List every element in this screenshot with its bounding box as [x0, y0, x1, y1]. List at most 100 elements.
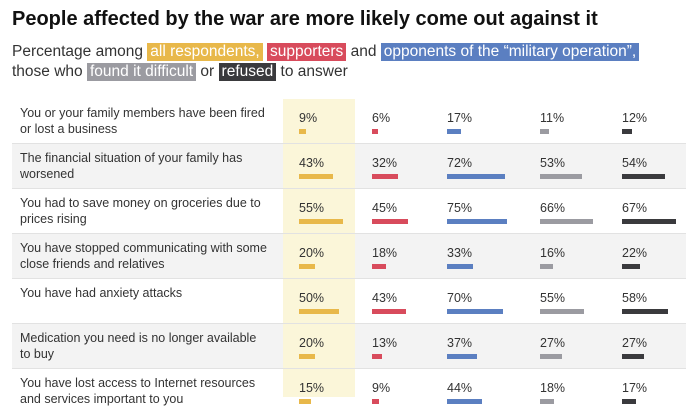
value-label: 54%	[622, 156, 648, 170]
value-label: 33%	[447, 246, 473, 260]
value-label: 18%	[372, 246, 398, 260]
bar-supporters	[372, 309, 407, 314]
value-cell-refused: 27%	[622, 336, 647, 364]
subtitle-prefix: Percentage among	[12, 43, 143, 60]
value-cell-refused: 54%	[622, 156, 666, 184]
row-shading	[12, 144, 283, 188]
value-cell-difficult: 66%	[540, 201, 593, 229]
value-cell-opponents: 44%	[447, 381, 483, 407]
value-label: 43%	[299, 156, 325, 170]
value-cell-difficult: 53%	[540, 156, 583, 184]
value-label: 75%	[447, 201, 473, 215]
value-cell-supporters: 43%	[372, 291, 407, 319]
value-cell-supporters: 13%	[372, 336, 397, 364]
value-label: 11%	[540, 111, 565, 125]
row-shading	[12, 234, 283, 278]
value-cell-supporters: 18%	[372, 246, 397, 274]
table-row: You have had anxiety attacks 50% 43% 70% 55%…	[12, 279, 686, 324]
value-cell-refused: 17%	[622, 381, 647, 407]
value-label: 17%	[447, 111, 473, 125]
bar-all	[299, 309, 339, 314]
bar-refused	[622, 264, 640, 269]
value-cell-supporters: 45%	[372, 201, 408, 229]
value-cell-all: 20%	[299, 336, 324, 364]
value-label: 27%	[622, 336, 648, 350]
legend-opponents: opponents of the “military operation”,	[380, 43, 640, 61]
bar-refused	[622, 399, 636, 404]
bar-supporters	[372, 354, 383, 359]
value-label: 37%	[447, 336, 473, 350]
value-cell-all: 9%	[299, 111, 317, 139]
value-label: 16%	[540, 246, 566, 260]
value-cell-opponents: 33%	[447, 246, 474, 274]
value-label: 15%	[299, 381, 325, 395]
value-cell-refused: 58%	[622, 291, 669, 319]
bar-opponents	[447, 219, 507, 224]
bar-all	[299, 399, 311, 404]
subtitle-or: or	[200, 63, 215, 80]
value-cell-opponents: 70%	[447, 291, 503, 319]
value-label: 13%	[372, 336, 398, 350]
bar-opponents	[447, 354, 477, 359]
bar-all	[299, 129, 307, 134]
value-cell-difficult: 11%	[540, 111, 564, 139]
value-cell-difficult: 16%	[540, 246, 565, 274]
bar-refused	[622, 309, 669, 314]
bar-difficult	[540, 399, 555, 404]
bar-opponents	[447, 264, 474, 269]
data-table: You or your family members have been fir…	[12, 99, 686, 407]
value-label: 67%	[622, 201, 648, 215]
bar-difficult	[540, 309, 584, 314]
bar-supporters	[372, 264, 387, 269]
value-cell-opponents: 72%	[447, 156, 505, 184]
value-label: 18%	[540, 381, 566, 395]
value-cell-opponents: 75%	[447, 201, 507, 229]
value-label: 55%	[540, 291, 566, 305]
value-label: 6%	[372, 111, 391, 125]
legend-found-it-difficult: found it difficult	[86, 63, 197, 81]
row-label: You had to save money on groceries due t…	[20, 196, 261, 226]
row-shading	[355, 234, 686, 278]
subtitle-those-who: those who	[12, 63, 83, 80]
value-label: 58%	[622, 291, 648, 305]
bar-all	[299, 219, 343, 224]
chart-title: People affected by the war are more like…	[12, 8, 598, 30]
value-label: 32%	[372, 156, 398, 170]
value-cell-refused: 12%	[622, 111, 647, 139]
bar-difficult	[540, 129, 549, 134]
row-label: You have had anxiety attacks	[20, 286, 183, 300]
table-row: The financial situation of your family h…	[12, 144, 686, 189]
value-label: 27%	[540, 336, 566, 350]
value-label: 20%	[299, 336, 325, 350]
value-label: 53%	[540, 156, 566, 170]
row-label: You or your family members have been fir…	[20, 106, 265, 136]
bar-difficult	[540, 174, 583, 179]
bar-difficult	[540, 264, 553, 269]
row-label: The financial situation of your family h…	[20, 151, 243, 181]
value-label: 17%	[622, 381, 648, 395]
bar-refused	[622, 174, 666, 179]
chart-subtitle: Percentage among all respondents, suppor…	[12, 42, 692, 82]
value-cell-difficult: 55%	[540, 291, 584, 319]
value-label: 66%	[540, 201, 566, 215]
row-label: You have lost access to Internet resourc…	[20, 376, 256, 406]
bar-refused	[622, 354, 644, 359]
legend-all-respondents: all respondents,	[147, 43, 263, 61]
row-shading	[355, 144, 686, 188]
bar-all	[299, 264, 315, 269]
bar-all	[299, 174, 334, 179]
table-row: You or your family members have been fir…	[12, 99, 686, 144]
row-shading	[12, 324, 283, 368]
value-label: 9%	[299, 111, 318, 125]
bar-all	[299, 354, 315, 359]
row-shading	[355, 324, 686, 368]
value-cell-opponents: 17%	[447, 111, 472, 139]
subtitle-suffix: to answer	[280, 63, 348, 80]
legend-supporters: supporters	[267, 43, 347, 61]
subtitle-and: and	[350, 43, 377, 60]
table-row: You had to save money on groceries due t…	[12, 189, 686, 234]
value-label: 22%	[622, 246, 648, 260]
bar-refused	[622, 219, 676, 224]
value-label: 55%	[299, 201, 325, 215]
bar-difficult	[540, 354, 562, 359]
